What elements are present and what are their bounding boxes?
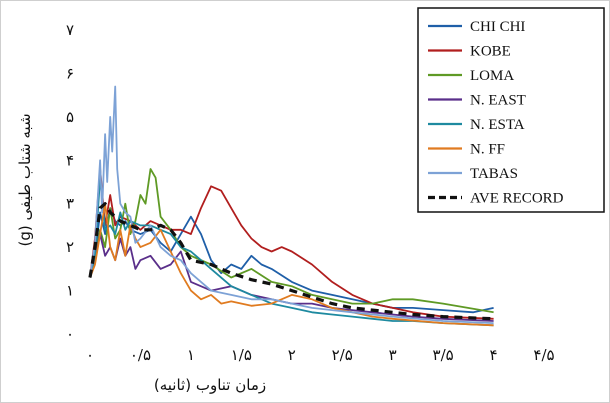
- series-line-chi-chi: [89, 207, 494, 314]
- legend-label: N. FF: [470, 142, 505, 158]
- legend-box: [417, 7, 605, 213]
- y-tick-label: ۳: [66, 195, 74, 213]
- y-tick-label: ۷: [66, 21, 74, 39]
- x-axis-ticks: ۰ ۰/۵ ۱ ۱/۵ ۲ ۲/۵ ۳ ۳/۵ ۴ ۴/۵: [86, 346, 555, 364]
- y-tick-label: ۱: [66, 282, 74, 300]
- y-axis-title: شبه شتاب طیفی (g): [16, 113, 34, 246]
- x-tick-label: ۳/۵: [433, 346, 454, 364]
- x-axis-title: زمان تناوب (ثانیه): [154, 376, 266, 394]
- x-tick-label: ۰: [86, 346, 94, 364]
- x-tick-label: ۰/۵: [130, 346, 151, 364]
- legend-label: N. EAST: [470, 93, 526, 109]
- x-tick-label: ۱: [187, 346, 195, 364]
- legend-label: N. ESTA: [470, 117, 525, 133]
- y-tick-label: ۴: [66, 151, 74, 169]
- y-tick-label: ۵: [66, 108, 74, 126]
- y-tick-label: ۶: [66, 64, 74, 82]
- y-axis-ticks: ۰ ۱ ۲ ۳ ۴ ۵ ۶ ۷: [66, 21, 74, 343]
- y-tick-label: ۰: [66, 325, 74, 343]
- x-tick-label: ۲/۵: [332, 346, 353, 364]
- series-line-ave-record: [88, 202, 494, 321]
- x-tick-label: ۲: [288, 346, 296, 364]
- x-tick-label: ۱/۵: [231, 346, 252, 364]
- series-lines: [88, 85, 494, 327]
- series-line-n-esta: [89, 176, 494, 327]
- legend-label: CHI CHI: [470, 19, 525, 35]
- series-line-tabas: [89, 85, 494, 324]
- legend-label: TABAS: [470, 166, 518, 182]
- legend-label: AVE RECORD: [470, 191, 564, 207]
- x-tick-label: ۴: [490, 346, 498, 364]
- series-line-n-ff: [89, 202, 494, 327]
- x-tick-label: ۴/۵: [533, 346, 554, 364]
- x-tick-label: ۳: [389, 346, 397, 364]
- legend-label: KOBE: [470, 44, 511, 60]
- y-tick-label: ۲: [66, 238, 74, 256]
- legend-label: LOMA: [470, 68, 514, 84]
- legend: CHI CHI KOBE LOMA N. EAST N. ESTA N. FF TABAS A…: [417, 7, 605, 213]
- series-line-kobe: [89, 168, 494, 320]
